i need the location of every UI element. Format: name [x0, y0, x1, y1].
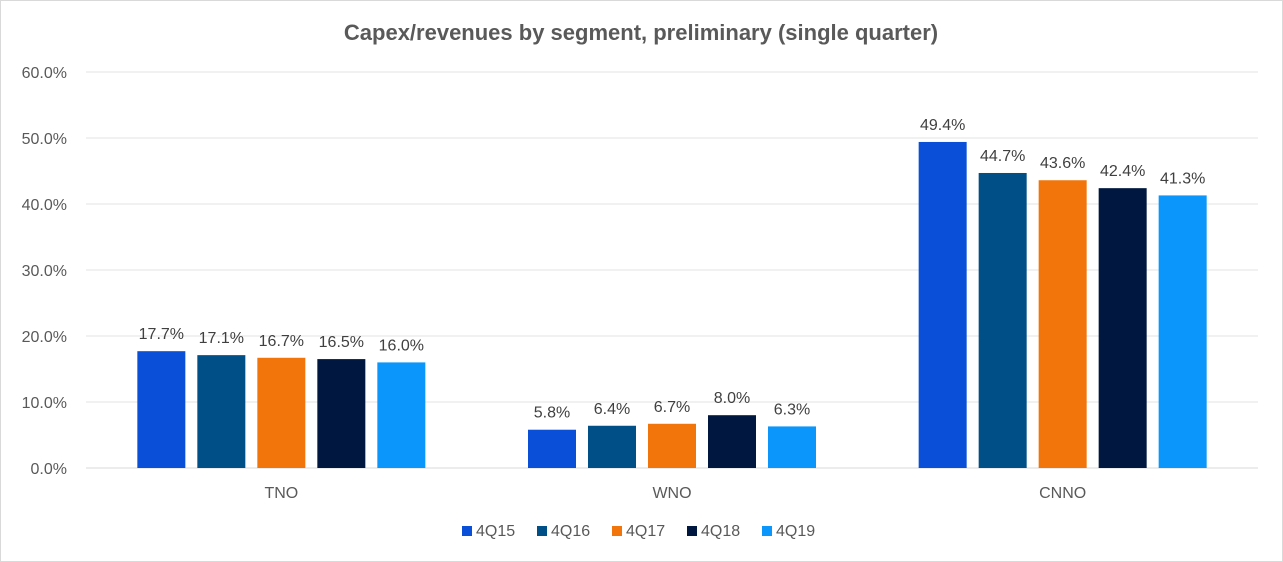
bar-wno-4q15: [528, 429, 576, 468]
data-label: 49.4%: [920, 117, 965, 134]
y-tick-label: 30.0%: [22, 263, 67, 280]
legend-label-4q15: 4Q15: [476, 523, 515, 540]
bar-cnno-4q17: [1038, 180, 1087, 469]
bar-tno-4q19: [377, 362, 426, 468]
legend-label-4q17: 4Q17: [626, 523, 665, 540]
legend-swatch-4q19: [762, 526, 772, 536]
y-tick-label: 40.0%: [22, 197, 67, 214]
category-label: CNNO: [1039, 485, 1086, 502]
bar-tno-4q15: [137, 351, 186, 468]
legend-label-4q16: 4Q16: [551, 523, 590, 540]
bar-tno-4q16: [197, 355, 246, 468]
bar-wno-4q17: [648, 423, 696, 468]
bars: [137, 141, 1207, 469]
bar-cnno-4q16: [978, 172, 1027, 469]
y-tick-label: 50.0%: [22, 131, 67, 148]
legend-swatch-4q17: [612, 526, 622, 536]
data-label: 41.3%: [1160, 170, 1205, 187]
bar-cnno-4q15: [918, 141, 967, 468]
data-label: 16.7%: [259, 333, 304, 350]
bar-wno-4q18: [708, 415, 756, 468]
bar-cnno-4q19: [1158, 195, 1207, 469]
data-label: 6.3%: [774, 401, 810, 418]
data-label: 42.4%: [1100, 163, 1145, 180]
y-tick-label: 0.0%: [31, 461, 67, 478]
bar-wno-4q19: [768, 426, 816, 468]
legend-label-4q18: 4Q18: [701, 523, 740, 540]
bar-wno-4q16: [588, 425, 636, 468]
data-labels: 17.7% 17.1% 16.7% 16.5% 16.0% 5.8% 6.4% 6.7% 8.0…: [139, 117, 1206, 422]
bar-cnno-4q18: [1098, 188, 1147, 468]
data-label: 5.8%: [534, 405, 570, 422]
y-tick-label: 10.0%: [22, 395, 67, 412]
y-tick-label: 60.0%: [22, 65, 67, 82]
x-axis: TNO WNO CNNO: [264, 485, 1086, 502]
data-label: 8.0%: [714, 390, 750, 407]
data-label: 43.6%: [1040, 155, 1085, 172]
bar-tno-4q17: [257, 357, 306, 468]
category-label: TNO: [264, 485, 298, 502]
chart-title: Capex/revenues by segment, preliminary (…: [344, 20, 938, 45]
data-label: 6.7%: [654, 399, 690, 416]
data-label: 44.7%: [980, 148, 1025, 165]
data-label: 16.5%: [319, 334, 364, 351]
data-label: 16.0%: [379, 337, 424, 354]
legend-swatch-4q16: [537, 526, 547, 536]
data-label: 17.1%: [199, 330, 244, 347]
y-tick-label: 20.0%: [22, 329, 67, 346]
data-label: 6.4%: [594, 401, 630, 418]
data-label: 17.7%: [139, 326, 184, 343]
category-label: WNO: [652, 485, 691, 502]
legend: 4Q15 4Q16 4Q17 4Q18 4Q19: [462, 523, 815, 540]
bar-tno-4q18: [317, 359, 366, 468]
legend-swatch-4q15: [462, 526, 472, 536]
legend-label-4q19: 4Q19: [776, 523, 815, 540]
y-axis: 0.0% 10.0% 20.0% 30.0% 40.0% 50.0% 60.0%: [22, 65, 67, 478]
legend-swatch-4q18: [687, 526, 697, 536]
